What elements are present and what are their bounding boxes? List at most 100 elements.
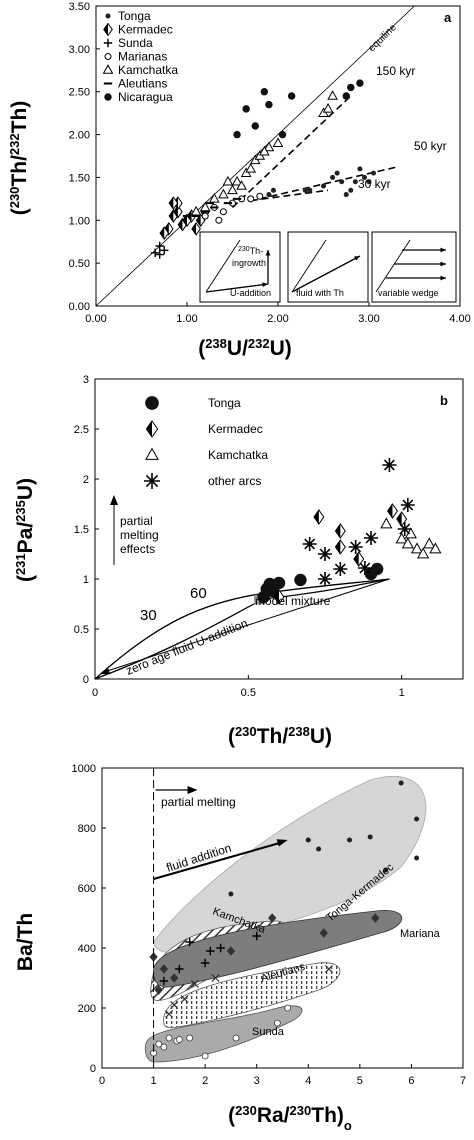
y-tick-label: 600 [78,883,96,895]
point-kermadec [334,523,346,539]
plot-border [101,767,464,1069]
point-tonga-kermadec [305,837,311,843]
point-kermadec [159,226,170,241]
point-kamchatka [222,175,234,186]
process-arrows [153,768,288,1068]
point-tonga [370,562,384,576]
legend-marker-sunda [103,38,113,48]
point-tonga [270,187,276,193]
partial-melting-arrow [155,786,198,794]
y-tick-label: 0.00 [69,301,90,313]
point-tonga-kermadec [316,846,322,852]
point-other-arcs [397,522,412,536]
y-tick-label: 800 [78,823,96,835]
y-tick-label: 0.5 [74,624,89,636]
legend-marker-kermadec [145,420,159,438]
y-tick-label: 2.00 [69,130,90,142]
x-tick-label: 4.00 [449,313,470,325]
point-tonga [307,187,313,193]
y-axis-title: (231Pa/235U) [13,478,38,582]
legend-label-kermadec: Kermadec [208,422,263,436]
point-tonga [334,170,340,176]
point-other-arcs [318,572,332,586]
point-sunda [232,1034,240,1042]
point-other-arcs [348,540,363,554]
x-axis-title: (230Th/238U) [228,724,332,749]
legend-label-kermadec: Kermadec [118,23,173,37]
legend-label-nicaragua: Nicaragua [118,90,173,104]
point-other-arcs [382,458,397,472]
inset-box [287,231,369,303]
legend: Tonga Kermadec Kamchatka other arcs [144,396,268,489]
point-kamchatka [252,931,261,941]
point-kermadec [386,503,398,519]
legend-label-tonga: Tonga [208,396,241,410]
legend-marker-tonga [105,13,111,19]
point-tonga-kermadec [398,780,404,786]
x-tick-label: 2.00 [267,313,288,325]
point-kermadec [191,221,201,236]
trend-line-30-kyr [250,189,329,202]
point-kamchatka [231,175,243,186]
model-curve-inner [94,598,264,680]
point-nicaragua [287,92,296,100]
point-tonga-kermadec [228,891,234,897]
arrow [265,250,271,284]
x-tick-label: 0.5 [241,687,256,699]
point-tonga [302,187,308,193]
point-kamchatka [185,937,194,947]
inset-box [199,231,281,303]
point-kermadec [273,589,285,605]
point-other-arcs [333,562,348,576]
data-points [150,79,377,259]
point-nicaragua [356,79,364,87]
y-tick-label: 2 [83,474,89,486]
inset-u-addition-label: U-addition [230,288,271,298]
arrow [394,261,446,267]
legend-label-sunda: Sunda [118,36,153,50]
point-nicaragua [242,105,250,113]
y-tick-label: 200 [78,1003,96,1015]
legend-label-marianas: Marianas [118,50,167,64]
legend-marker-kamchatka [102,64,114,74]
y-tick-label: 1000 [72,763,96,775]
legend-label-kamchatka: Kamchatka [208,448,268,462]
point-tonga [266,192,272,198]
point-sunda [186,1034,194,1042]
y-tick-label: 2.5 [74,424,89,436]
y-tick-label: 2.50 [69,87,90,99]
point-kamchatka [259,145,270,156]
inset-wedge-label: variable wedge [378,288,439,298]
y-tick-label: 1 [83,574,89,586]
annotation-30: 30 [140,607,157,624]
point-kermadec [168,196,179,211]
point-kamchatka [200,958,210,968]
point-sunda [273,1019,281,1027]
point-kermadec [173,204,183,219]
point-sunda [165,1034,173,1042]
point-sunda [155,241,164,251]
point-tonga-kermadec [383,867,389,873]
inset-fluid-label: fluid with Th [296,288,344,298]
point-nicaragua [342,92,350,100]
annotation-30kyr: 30 kyr [358,177,391,191]
point-kamchatka [245,163,257,173]
region-fields [144,775,427,1063]
x-tick-label: 4 [305,1075,311,1087]
inset-box [371,231,457,303]
point-kamchatka [159,976,169,986]
annotation-150kyr: 150 kyr [376,64,415,78]
point-other-arcs [357,561,372,575]
x-tick-label: 3 [254,1075,260,1087]
partial-melting-line3: effects [120,542,155,556]
x-tick-label: 0.00 [85,313,106,325]
legend-label-aleutians: Aleutians [118,77,167,91]
point-kamchatka [417,547,430,559]
inset-ingrowth-label: ingrowth [232,258,266,268]
point-sunda [201,1052,209,1060]
point-aleutians [324,964,333,974]
panel-label-b: b [440,393,448,408]
y-tick-label: 1.00 [69,215,90,227]
point-kermadec [334,539,346,555]
point-tonga-kermadec [347,837,353,843]
